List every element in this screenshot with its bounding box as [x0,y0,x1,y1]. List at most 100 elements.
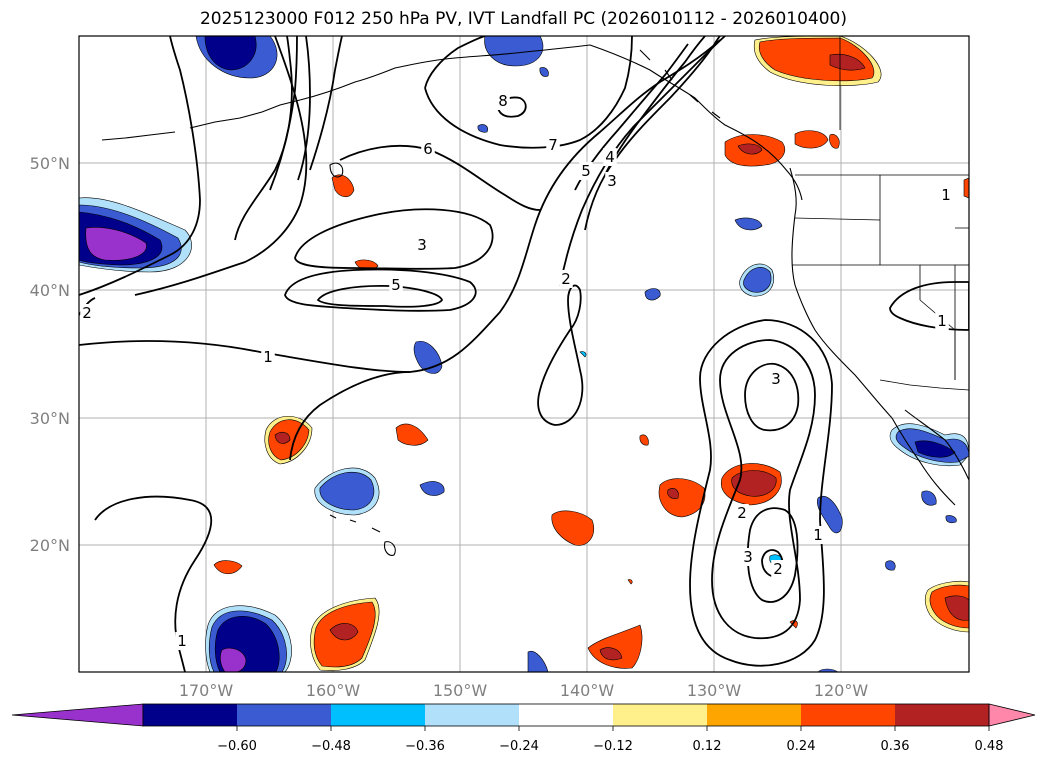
contour-label: 6 [423,140,433,158]
contour-label: 2 [737,504,747,522]
contour-5-north [297,36,311,181]
contour-label-bg [811,526,825,544]
contour-label: 4 [605,148,615,166]
contour-label-bg [603,148,617,166]
contour-1-eastern [537,284,584,426]
pos-blob-small-1 [789,620,798,629]
map-panel [79,36,969,672]
contour-7 [424,36,633,149]
contour-label-bg [741,548,755,566]
contour-label-bg [769,370,783,388]
contour-5-east [574,43,689,191]
contour-label-bg [175,632,189,650]
lat-label-20n: 20°N [30,536,70,555]
colorbar-segment [425,704,520,726]
colorbar-tick-label: 0.24 [787,739,816,754]
contour-label-bg [496,92,510,110]
contour-2-midlat-2 [559,36,726,287]
neg-blob-west-45n-purple [85,227,147,261]
colorbar-tick-label: −0.60 [217,739,257,754]
contour-1-south [94,495,213,672]
contour-label: 3 [607,172,617,190]
contour-label-bg [421,140,435,158]
wa-or-border [794,217,881,221]
contour-3-ring-upper [744,363,800,432]
us-west-coast [791,214,893,419]
contour-3-east [584,36,721,231]
colorbar-outline [142,703,990,727]
colorbar-segment [895,704,990,726]
neg-blob-small-1 [539,67,549,77]
pos-blob-18n-168w [213,560,243,575]
contour-label: 2 [561,270,571,288]
colorbar-extend-low [11,703,144,727]
neg-blob-17n-116w [885,560,896,571]
contour-label-bg [80,304,94,322]
pos-blob-north-125w-red [829,53,866,71]
contour-label: 2 [82,304,92,322]
colorbar-tick-label: −0.24 [499,739,539,754]
colorbar-tick-label: 0.48 [975,739,1004,754]
neg-blob-25n-160w-inner [319,471,375,511]
gridlines [79,36,969,672]
contour-label-bg [935,312,949,330]
lon-label-160w: 160°W [306,681,361,700]
neg-blob-41n-144w [644,288,661,301]
coastlines [101,44,969,556]
contour-label-bg [389,276,403,294]
contour-label: 2 [773,560,783,578]
pos-blob-north-125w-orange [758,37,875,82]
colorbar-tick-label: −0.12 [593,739,633,754]
lon-label-170w: 170°W [179,681,234,700]
pos-blob-24n-134w-red [667,488,679,499]
pv-negative-anomalies [79,36,969,672]
ivt-contours [79,36,969,672]
map-border [78,35,970,673]
lon-label-140w: 140°W [560,681,615,700]
contour-2-ring [711,339,816,640]
contour-label-bg [579,162,593,180]
colorbar-segment [237,704,332,726]
colorbar-tick-label: −0.36 [405,739,445,754]
neg-blob-45n-125w [734,217,763,231]
contour-label: 3 [743,548,753,566]
contour-2-north [79,36,201,296]
contour-label: 5 [391,276,401,294]
contour-label-bg [261,348,275,366]
colorbar-segment [801,704,896,726]
pos-blob-12n-159w-red [329,623,359,641]
contour-label: 3 [771,370,781,388]
us-mexico-border [879,379,969,391]
pos-blob-14n-114w-red [944,595,969,621]
neg-blob-35n-138w [579,351,587,358]
alaska-peninsula [299,44,591,101]
contour-label: 1 [937,312,947,330]
montana-border [955,227,969,278]
neg-blob-north-150w [484,36,544,67]
contour-label: 3 [417,236,427,254]
contour-label: 7 [548,136,558,154]
contour-4-north [269,36,298,191]
contour-3-ring-lower [746,507,799,603]
contour-label-bg [939,186,953,204]
contour-1-ring [689,319,833,667]
aleutian-chain [101,99,301,141]
pos-blob-29n-155w [395,423,429,446]
pos-blob-21n-142w [551,510,595,546]
lon-label-150w: 150°W [433,681,488,700]
colorbar-segment [707,704,802,726]
lat-label-40n: 40°N [30,281,70,300]
colorbar-segment [519,704,614,726]
contour-label-bg [735,504,749,522]
contour-3-lobe [294,208,494,270]
contour-label: 1 [263,348,273,366]
southeast-alaska-islands [639,49,721,119]
pos-blob-48n-160w [331,174,355,198]
colorbar: −0.60 −0.48 −0.36 −0.24 −0.12 0.12 0.24 0.36 0.4… [11,703,1036,754]
colorbar-extend-high [988,703,1036,727]
map-title: 2025123000 F012 250 hPa PV, IVT Landfall… [199,9,847,29]
lon-label-120w: 120°W [814,681,869,700]
pos-blob-48n-114w [963,177,969,199]
contour-label: 5 [581,162,591,180]
